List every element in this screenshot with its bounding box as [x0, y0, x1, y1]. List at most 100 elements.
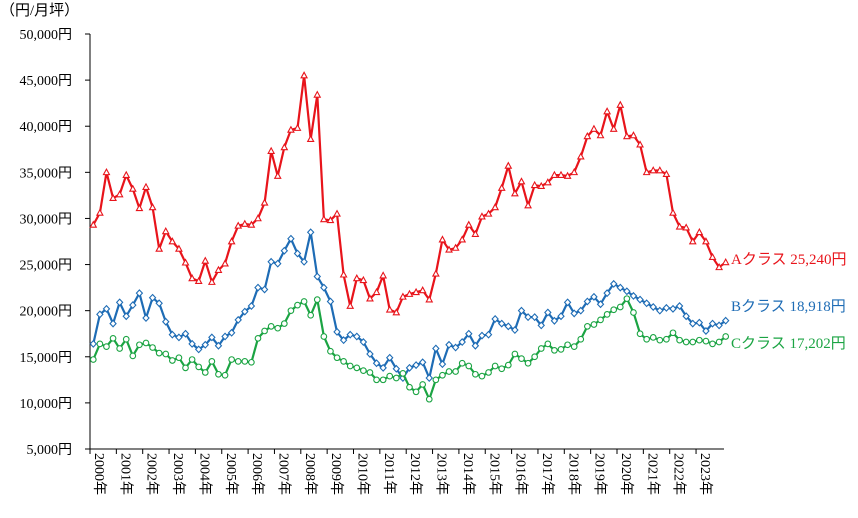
data-point [438, 235, 447, 243]
data-point [478, 212, 486, 220]
data-point [537, 181, 546, 190]
data-point [339, 336, 348, 345]
data-point [596, 131, 605, 139]
data-point [274, 324, 282, 332]
data-point [300, 257, 308, 266]
x-tick-label: 2011年 [381, 453, 397, 494]
data-point [643, 335, 650, 343]
data-point [261, 327, 268, 335]
data-point [623, 295, 631, 303]
data-point [563, 171, 572, 179]
data-point [524, 359, 532, 367]
data-point [544, 340, 552, 348]
data-point [623, 287, 631, 296]
data-point [247, 220, 256, 228]
data-point [406, 383, 413, 391]
data-point [603, 289, 611, 298]
data-point [109, 193, 117, 202]
y-tick-label: 45,000円 [20, 74, 73, 89]
data-point [241, 307, 249, 316]
data-point [570, 167, 579, 176]
data-point [149, 344, 156, 351]
x-tick-label: 2023年 [697, 453, 713, 495]
data-point [418, 286, 427, 294]
x-tick-label: 2015年 [486, 453, 502, 495]
data-point [195, 363, 203, 371]
data-point [531, 353, 539, 361]
data-point [702, 237, 710, 245]
x-tick-label: 2014年 [460, 453, 476, 495]
data-point [649, 166, 658, 174]
data-point [148, 203, 157, 211]
data-point [234, 221, 243, 229]
x-tick-label: 2013年 [434, 453, 450, 495]
x-tick-label: 2001年 [117, 453, 133, 495]
data-point [537, 321, 545, 330]
data-point [207, 277, 216, 285]
data-point [471, 229, 480, 237]
data-point [439, 371, 446, 379]
data-point [610, 306, 618, 314]
data-point [676, 336, 683, 344]
data-point [287, 307, 295, 315]
series-end-label: Bクラス 18,918円 [731, 298, 846, 315]
data-point [353, 364, 361, 372]
data-point [682, 338, 690, 346]
data-point [293, 123, 302, 131]
data-point [642, 299, 651, 308]
data-point [636, 295, 644, 304]
data-point [715, 262, 724, 271]
data-point [577, 306, 585, 315]
data-point [550, 170, 559, 178]
data-point [662, 169, 671, 178]
data-point [300, 71, 309, 79]
data-point [425, 295, 434, 303]
data-point [557, 170, 565, 178]
data-point [300, 298, 308, 305]
data-point [221, 371, 229, 379]
data-point [484, 330, 493, 339]
data-point [675, 302, 684, 311]
data-point [214, 265, 223, 273]
data-point [622, 132, 631, 140]
data-point [373, 376, 380, 384]
data-point [215, 370, 222, 378]
data-point [155, 349, 163, 357]
x-tick-label: 2017年 [539, 453, 555, 495]
data-point [182, 364, 189, 372]
data-point [136, 341, 143, 349]
data-point [511, 326, 519, 335]
data-point [234, 358, 242, 365]
data-point [188, 339, 196, 348]
data-point [464, 220, 473, 228]
data-point [445, 368, 453, 375]
data-point [570, 343, 578, 350]
data-point [656, 336, 664, 344]
data-point [412, 361, 420, 370]
data-point [366, 369, 374, 376]
data-point [221, 332, 229, 341]
data-point [313, 296, 321, 303]
data-point [478, 331, 486, 340]
data-point [359, 275, 368, 284]
data-point [386, 372, 394, 380]
data-point [603, 311, 611, 318]
series-line [92, 74, 727, 314]
data-point [584, 322, 591, 330]
data-point [379, 376, 387, 384]
data-point [570, 309, 578, 318]
data-point [636, 330, 644, 338]
data-point [260, 198, 269, 206]
data-point [663, 335, 670, 343]
data-point [451, 343, 460, 352]
y-tick-label: 30,000円 [20, 212, 73, 227]
data-point [629, 291, 638, 300]
data-point [557, 312, 565, 321]
y-tick-label: 25,000円 [20, 259, 73, 274]
data-point [286, 125, 295, 133]
data-point [472, 370, 479, 378]
data-point [616, 303, 624, 311]
data-point [708, 252, 717, 261]
x-tick-label: 2022年 [671, 453, 687, 495]
data-point [669, 304, 677, 313]
